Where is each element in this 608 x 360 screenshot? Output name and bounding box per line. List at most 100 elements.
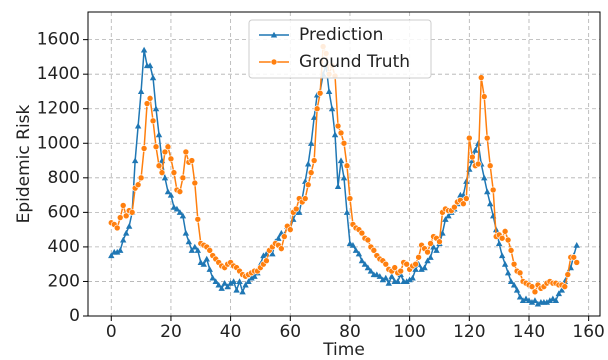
data-point bbox=[191, 243, 199, 250]
data-point bbox=[427, 240, 434, 247]
data-point bbox=[161, 148, 169, 156]
data-point bbox=[421, 264, 428, 271]
x-tick-label: 20 bbox=[160, 322, 182, 342]
data-point bbox=[403, 260, 410, 268]
x-tick-label: 120 bbox=[453, 322, 485, 342]
data-point bbox=[286, 226, 294, 233]
data-point bbox=[481, 174, 488, 181]
data-point bbox=[367, 267, 375, 274]
data-point bbox=[206, 247, 214, 254]
x-tick-label: 0 bbox=[106, 322, 117, 342]
data-point bbox=[212, 278, 219, 285]
data-point bbox=[385, 279, 392, 286]
data-point bbox=[182, 148, 190, 156]
data-point bbox=[158, 169, 166, 176]
data-point bbox=[146, 95, 154, 102]
data-point bbox=[334, 183, 342, 190]
y-tick-label: 1000 bbox=[37, 133, 80, 153]
data-point bbox=[167, 155, 175, 163]
data-point bbox=[108, 252, 115, 259]
y-axis-label: Epidemic Risk bbox=[14, 104, 34, 223]
data-point bbox=[149, 74, 157, 81]
data-point bbox=[167, 191, 175, 198]
data-point bbox=[546, 297, 554, 304]
legend-label: Ground Truth bbox=[299, 52, 410, 72]
x-tick-label: 100 bbox=[393, 322, 425, 342]
data-point bbox=[510, 281, 518, 288]
data-point bbox=[122, 212, 130, 220]
data-point bbox=[292, 205, 300, 213]
data-point bbox=[304, 181, 312, 189]
data-point bbox=[528, 298, 536, 305]
data-point bbox=[498, 234, 506, 242]
legend-box bbox=[248, 19, 432, 79]
data-point bbox=[143, 100, 151, 107]
series-line bbox=[110, 46, 578, 294]
data-point bbox=[263, 257, 270, 265]
data-point bbox=[340, 139, 348, 147]
data-point bbox=[504, 269, 512, 276]
x-tick-label: 80 bbox=[339, 322, 361, 342]
data-point bbox=[269, 250, 276, 257]
data-point bbox=[483, 134, 491, 142]
data-point bbox=[436, 238, 443, 246]
data-point bbox=[275, 235, 282, 241]
data-point bbox=[281, 233, 288, 240]
data-point bbox=[412, 260, 419, 268]
data-point bbox=[161, 174, 169, 181]
data-point bbox=[152, 105, 160, 112]
data-point bbox=[364, 236, 372, 244]
data-point bbox=[391, 264, 399, 271]
y-tick-label: 1400 bbox=[37, 64, 80, 84]
data-point bbox=[155, 131, 163, 138]
data-point bbox=[194, 215, 202, 223]
data-point bbox=[358, 229, 366, 237]
data-point bbox=[424, 257, 431, 264]
data-point bbox=[558, 286, 566, 293]
data-point bbox=[224, 283, 231, 290]
data-point bbox=[477, 74, 485, 81]
data-point bbox=[376, 273, 384, 279]
data-point bbox=[191, 179, 199, 187]
x-axis-label: Time bbox=[322, 340, 365, 360]
data-point bbox=[564, 271, 572, 278]
data-point bbox=[516, 293, 524, 300]
data-point bbox=[468, 153, 476, 161]
data-point bbox=[242, 281, 249, 288]
data-point bbox=[337, 157, 345, 164]
data-point bbox=[278, 245, 285, 252]
data-point bbox=[140, 145, 148, 152]
y-tick-label: 200 bbox=[48, 271, 80, 291]
data-point bbox=[164, 188, 172, 195]
data-point bbox=[206, 266, 213, 272]
data-point bbox=[552, 297, 560, 304]
data-point bbox=[403, 278, 410, 285]
data-point bbox=[182, 229, 190, 236]
data-point bbox=[507, 278, 515, 285]
data-point bbox=[531, 288, 539, 296]
legend-label: Prediction bbox=[299, 25, 383, 45]
data-point bbox=[245, 278, 252, 285]
data-point bbox=[203, 255, 210, 262]
x-tick-label: 40 bbox=[220, 322, 242, 342]
data-point bbox=[573, 259, 581, 266]
y-tick-label: 1200 bbox=[37, 99, 80, 119]
data-point bbox=[170, 169, 178, 176]
data-point bbox=[188, 157, 196, 164]
data-point bbox=[194, 247, 201, 253]
data-point bbox=[230, 278, 237, 285]
y-tick-label: 600 bbox=[48, 202, 80, 222]
data-point bbox=[343, 162, 351, 170]
data-point bbox=[358, 257, 366, 264]
data-point bbox=[236, 278, 243, 285]
data-point bbox=[307, 169, 315, 176]
data-point bbox=[495, 240, 503, 247]
data-point bbox=[155, 162, 163, 170]
data-point bbox=[185, 238, 193, 245]
data-point bbox=[463, 178, 470, 184]
data-point bbox=[352, 247, 360, 253]
legend: Prediction Ground Truth bbox=[248, 19, 432, 79]
data-point bbox=[304, 160, 312, 167]
data-point bbox=[122, 229, 130, 236]
data-point bbox=[114, 248, 121, 255]
